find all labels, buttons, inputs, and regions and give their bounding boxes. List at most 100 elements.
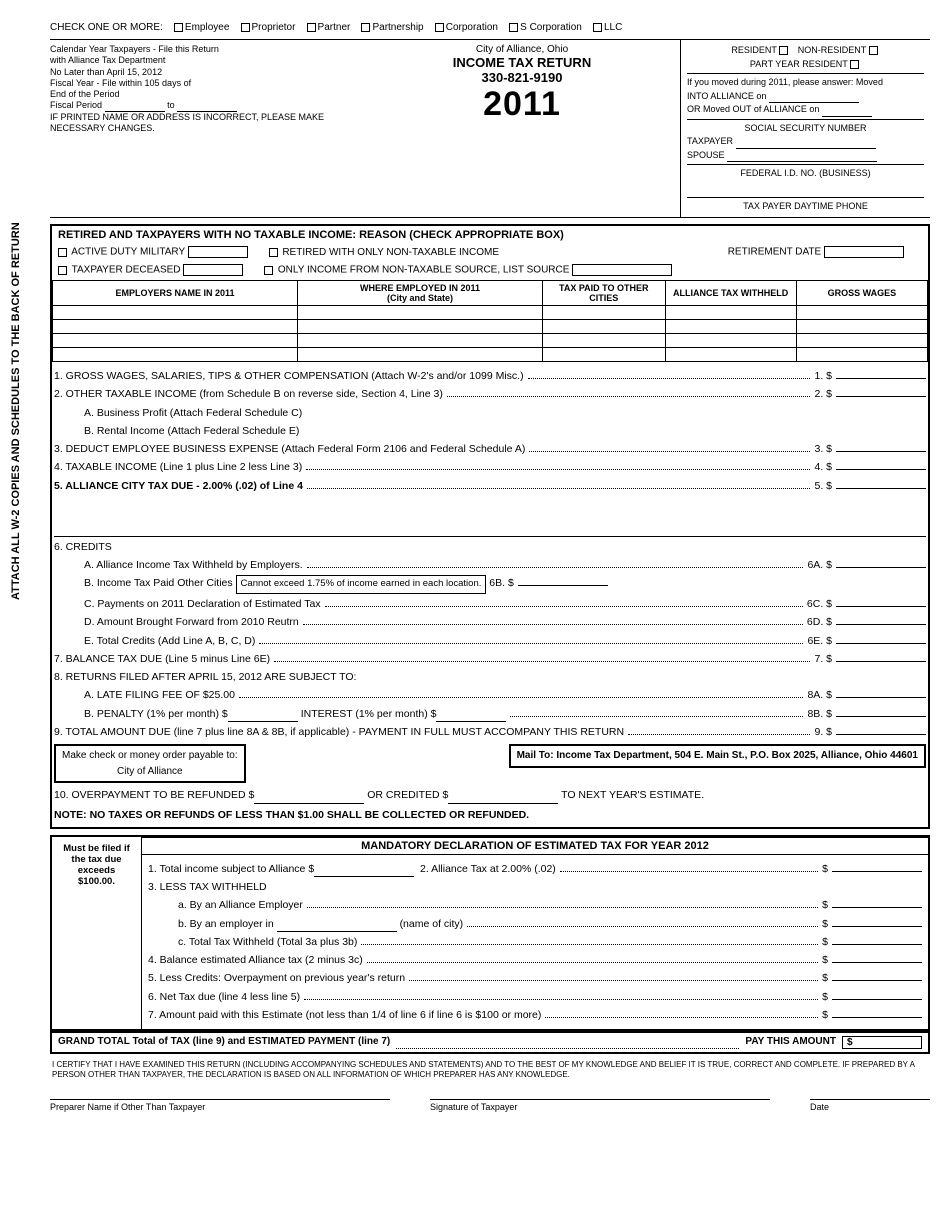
hl4: Fiscal Year - File within 105 days of [50,78,358,89]
pay-this-label: PAY THIS AMOUNT [745,1036,836,1049]
decl6-amt[interactable] [832,999,922,1000]
line4-amt[interactable] [836,469,926,470]
chk-corporation[interactable] [435,23,444,32]
line6b-note: Cannot exceed 1.75% of income earned in … [236,575,487,594]
line6e-amt[interactable] [836,643,926,644]
out-date[interactable] [822,107,872,117]
chk-resident[interactable] [779,46,788,55]
line3-amt[interactable] [836,451,926,452]
table-row[interactable] [53,334,928,348]
retired-title: RETIRED AND TAXPAYERS WITH NO TAXABLE IN… [52,226,928,244]
fiscal-to[interactable] [177,102,237,112]
line10-credit-amt[interactable] [448,794,558,804]
line10-refund: 10. OVERPAYMENT TO BE REFUNDED $ [54,789,254,801]
col-paid-other: TAX PAID TO OTHER CITIES [543,281,666,306]
line8b-num: 8B. $ [807,708,832,720]
line6b-amt[interactable] [518,585,608,586]
chk-partyear[interactable] [850,60,859,69]
decl1-amt[interactable] [832,871,922,872]
line6a-amt[interactable] [836,567,926,568]
sig-taxpayer[interactable]: Signature of Taxpayer [430,1099,770,1112]
chk-llc[interactable] [593,23,602,32]
opt-employee: Employee [185,22,229,33]
col-gross: GROSS WAGES [796,281,927,306]
tp-ssn[interactable] [736,139,876,149]
line6c-num: 6C. $ [807,598,832,610]
tp-label: TAXPAYER [687,136,733,146]
moved-label: If you moved during 2011, please answer:… [687,73,924,90]
decl5-amt[interactable] [832,980,922,981]
hl3: No Later than April 15, 2012 [50,67,358,78]
hl6: Fiscal Period to [50,100,358,111]
chk-partnership[interactable] [361,23,370,32]
out-label: OR Moved OUT of ALLIANCE on [687,104,819,114]
header-center: City of Alliance, Ohio INCOME TAX RETURN… [364,40,680,217]
phone: 330-821-9190 [368,70,676,85]
decl1a-amt[interactable] [314,867,414,877]
hl7: IF PRINTED NAME OR ADDRESS IS INCORRECT,… [50,112,358,135]
line6b-num: 6B. $ [489,577,514,589]
table-row[interactable] [53,348,928,362]
sp-ssn[interactable] [727,152,877,162]
opt-corporation: Corporation [446,22,498,33]
decl1b: 2. Alliance Tax at 2.00% (.02) [420,863,556,875]
chk-scorp[interactable] [509,23,518,32]
line4: 4. TAXABLE INCOME (Line 1 plus Line 2 le… [54,459,302,475]
decl6n: $ [822,991,828,1003]
chk-retired-only[interactable] [269,248,278,257]
decl4: 4. Balance estimated Alliance tax (2 min… [148,952,363,968]
retired-section: RETIRED AND TAXPAYERS WITH NO TAXABLE IN… [50,224,930,829]
line9: 9. TOTAL AMOUNT DUE (line 7 plus line 8A… [54,724,624,740]
decl-header: MANDATORY DECLARATION OF ESTIMATED TAX F… [142,837,928,855]
decl4-amt[interactable] [832,962,922,963]
line1-amt[interactable] [836,378,926,379]
header-right: RESIDENT NON-RESIDENT PART YEAR RESIDENT… [680,40,930,217]
chk-other-source[interactable] [264,266,273,275]
table-row[interactable] [53,306,928,320]
active-duty-field[interactable] [188,246,248,258]
line6a: A. Alliance Income Tax Withheld by Emplo… [84,557,303,573]
chk-partner[interactable] [307,23,316,32]
retirement-date-field[interactable] [824,246,904,258]
sig-date[interactable]: Date [810,1099,930,1112]
decl3a-amt[interactable] [832,907,922,908]
chk-deceased[interactable] [58,266,67,275]
computation-lines: 1. GROSS WAGES, SALARIES, TIPS & OTHER C… [52,362,928,827]
fiscal-from[interactable] [105,102,165,112]
chk-nonresident[interactable] [869,46,878,55]
chk-active-duty[interactable] [58,248,67,257]
decl7-amt[interactable] [832,1017,922,1018]
line8b-int-amt[interactable] [436,712,506,722]
line8b-pen-amt[interactable] [228,712,298,722]
line2-num: 2. $ [814,388,832,400]
line10-refund-amt[interactable] [254,794,364,804]
grand-label: GRAND TOTAL Total of TAX (line 9) and ES… [58,1036,390,1049]
table-row[interactable] [53,320,928,334]
decl3c-amt[interactable] [832,944,922,945]
deceased-field[interactable] [183,264,243,276]
decl3b-city[interactable] [277,922,397,932]
into-date[interactable] [769,93,859,103]
line6a-num: 6A. $ [807,559,832,571]
line10-credit: OR CREDITED $ [367,789,448,801]
line8b-amt[interactable] [836,716,926,717]
decl3cn: $ [822,936,828,948]
line9-amt[interactable] [836,734,926,735]
line5-amt[interactable] [836,488,926,489]
line7-amt[interactable] [836,661,926,662]
line6c-amt[interactable] [836,606,926,607]
line9-num: 9. $ [814,726,832,738]
chk-proprietor[interactable] [241,23,250,32]
partyear-label: PART YEAR RESIDENT [750,59,848,69]
line5: 5. ALLIANCE CITY TAX DUE - 2.00% (.02) o… [54,478,303,494]
decl7n: $ [822,1009,828,1021]
decl3b-amt[interactable] [832,926,922,927]
line6d-amt[interactable] [836,624,926,625]
line8a-amt[interactable] [836,697,926,698]
sig-preparer[interactable]: Preparer Name if Other Than Taxpayer [50,1099,390,1112]
line2-amt[interactable] [836,396,926,397]
header-left: Calendar Year Taxpayers - File this Retu… [50,40,364,217]
fiscal-to-label: to [167,100,175,110]
other-source-field[interactable] [572,264,672,276]
chk-employee[interactable] [174,23,183,32]
